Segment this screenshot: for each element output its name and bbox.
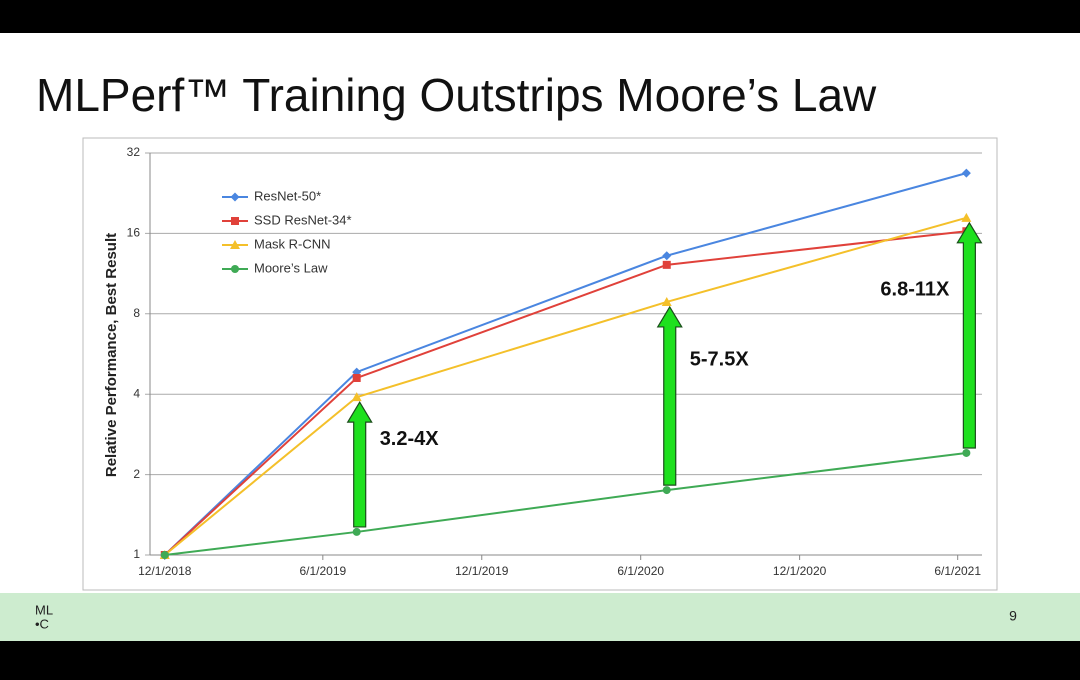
x-tick-label: 6/1/2020	[617, 564, 664, 578]
x-tick-label: 12/1/2018	[138, 564, 192, 578]
y-tick-label: 4	[133, 386, 140, 400]
y-tick-label: 8	[133, 306, 140, 320]
footer-bar	[0, 593, 1080, 641]
legend-label: Moore’s Law	[254, 260, 328, 275]
point	[662, 260, 671, 269]
arrow	[346, 400, 373, 528]
series-line	[164, 451, 967, 556]
legend-label: ResNet-50*	[254, 188, 321, 203]
point	[961, 212, 972, 222]
series-line	[164, 172, 967, 556]
y-tick-label: 16	[127, 226, 141, 240]
y-tick-label: 1	[133, 547, 140, 561]
arrow	[956, 221, 983, 449]
legend-marker	[230, 240, 240, 249]
annotation: 3.2-4X	[380, 428, 440, 450]
point	[661, 296, 672, 306]
point	[352, 373, 361, 382]
legend-label: SSD ResNet-34*	[254, 212, 352, 227]
series-line	[164, 230, 967, 556]
page-number: 9	[1009, 608, 1017, 624]
point	[961, 168, 971, 178]
chart-frame	[82, 137, 998, 591]
x-tick-label: 12/1/2019	[455, 564, 509, 578]
point	[351, 392, 362, 402]
y-tick-label: 2	[133, 467, 140, 481]
x-tick-label: 6/1/2021	[934, 564, 981, 578]
slide-title: MLPerf™ Training Outstrips Moore’s Law	[36, 69, 877, 121]
arrow	[656, 305, 683, 486]
point	[662, 486, 671, 495]
x-tick-label: 12/1/2020	[773, 564, 827, 578]
annotation: 5-7.5X	[690, 349, 750, 371]
legend-marker	[230, 192, 240, 202]
point	[160, 551, 169, 559]
annotation: 6.8-11X	[880, 279, 950, 301]
y-axis-label: Relative Performance, Best Result	[103, 233, 120, 477]
logo-line: ML	[35, 602, 53, 617]
legend-marker	[231, 265, 239, 273]
point	[962, 448, 971, 457]
series-line	[164, 216, 967, 556]
legend-marker	[231, 217, 239, 225]
x-tick-label: 6/1/2019	[299, 564, 346, 578]
y-tick-label: 32	[127, 145, 141, 159]
point	[352, 527, 361, 536]
point	[662, 251, 672, 261]
legend-label: Mask R-CNN	[254, 236, 331, 251]
logo-line: •C	[35, 616, 49, 631]
